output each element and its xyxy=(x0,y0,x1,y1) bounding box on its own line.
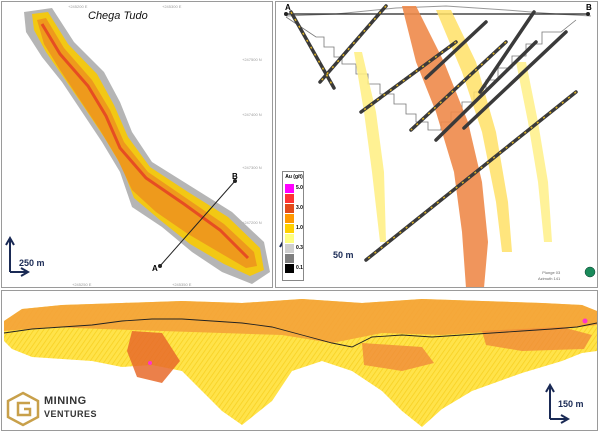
section-point-b xyxy=(233,179,237,183)
grid-label: +247500 N xyxy=(242,57,262,62)
section-point-b xyxy=(586,12,590,16)
long-section-panel: 150 m xyxy=(1,290,598,431)
section-point-a xyxy=(284,12,288,16)
cross-label-a: A xyxy=(285,3,291,12)
orebody-zone-yellow3 xyxy=(516,62,552,242)
cross-label-b: B xyxy=(586,3,592,12)
legend-value: 0.3 xyxy=(296,245,303,251)
section-line xyxy=(159,180,236,267)
drill-hole-assays xyxy=(290,5,577,261)
long-section-plot xyxy=(3,299,597,427)
grid-label: +245300 E xyxy=(162,4,182,9)
legend-value: 5.0 xyxy=(296,185,303,191)
logo-word-ventures: VENTURES xyxy=(44,409,98,419)
grid-label: +245250 E xyxy=(72,282,92,287)
orebody-zone-main xyxy=(402,6,488,287)
plunge-text: Plunge 03 xyxy=(542,270,561,275)
legend-swatch xyxy=(285,254,294,263)
grid-label: +247200 N xyxy=(242,220,262,225)
plunge-info: Plunge 03 Azimuth 141 xyxy=(538,270,560,282)
section-scale-label: 50 m xyxy=(333,250,354,260)
legend-row xyxy=(285,254,303,263)
scale-arrow-icon xyxy=(545,382,571,424)
legend-row xyxy=(285,214,303,223)
logo-mark-icon xyxy=(6,391,40,427)
weathering-contour xyxy=(3,318,597,348)
legend-row xyxy=(285,194,303,203)
grid-label: +245200 E xyxy=(68,4,88,9)
legend-row: 5.0 xyxy=(285,184,303,193)
cross-section-panel: A B 50 m Plunge 03 Azimuth 141 xyxy=(275,1,598,288)
legend-row: 3.0 xyxy=(285,204,303,213)
legend-swatch xyxy=(285,224,294,233)
legend-value: 0.1 xyxy=(296,265,303,271)
orebody-zone-yellow2 xyxy=(354,52,386,242)
plan-scale-label: 250 m xyxy=(19,258,45,268)
globe-icon xyxy=(584,266,596,278)
cross-section-plot xyxy=(279,4,596,287)
azimuth-text: Azimuth 141 xyxy=(538,276,561,281)
orebody-blob-3 xyxy=(482,327,592,351)
legend-swatch xyxy=(285,184,294,193)
orebody-blob-2 xyxy=(362,343,434,371)
legend-swatch xyxy=(285,244,294,253)
legend-title: Au (g/t) xyxy=(285,174,303,180)
company-logo: MINING VENTURES xyxy=(6,391,126,427)
grid-label: +245350 E xyxy=(172,282,192,287)
plan-title: Chega Tudo xyxy=(88,10,148,22)
grid-label: +247300 N xyxy=(242,165,262,170)
high-grade-point xyxy=(582,318,588,324)
legend-row: 0.1 xyxy=(285,264,303,273)
orebody-zone-yellow xyxy=(436,10,512,252)
orebody-red-streak xyxy=(40,23,250,260)
legend-row xyxy=(285,234,303,243)
legend-swatch xyxy=(285,264,294,273)
section-label-b: B xyxy=(232,172,238,181)
section-label-a: A xyxy=(152,264,158,273)
legend-value: 1.0 xyxy=(296,225,303,231)
section-point-a xyxy=(158,264,162,268)
plan-view-panel: Chega Tudo +245200 E +245300 E +247500 N… xyxy=(1,1,273,288)
legend-swatch xyxy=(285,204,294,213)
orebody-upper-band xyxy=(4,299,597,343)
grade-legend: Au (g/t) 5.0 3.0 1.0 0.3 0.1 xyxy=(282,171,304,281)
plan-view-map xyxy=(5,8,270,284)
scale-arrow-icon xyxy=(5,235,31,277)
orebody-high-grade xyxy=(37,18,257,268)
legend-swatch xyxy=(285,194,294,203)
legend-row: 0.3 xyxy=(285,244,303,253)
legend-row: 1.0 xyxy=(285,224,303,233)
grid-label: +247400 N xyxy=(242,112,262,117)
high-grade-point xyxy=(148,361,152,365)
legend-swatch xyxy=(285,234,294,243)
legend-value: 3.0 xyxy=(296,205,303,211)
long-scale-label: 150 m xyxy=(558,399,584,409)
legend-swatch xyxy=(285,214,294,223)
orebody-blob-1 xyxy=(127,331,180,383)
logo-word-mining: MINING xyxy=(44,395,87,407)
